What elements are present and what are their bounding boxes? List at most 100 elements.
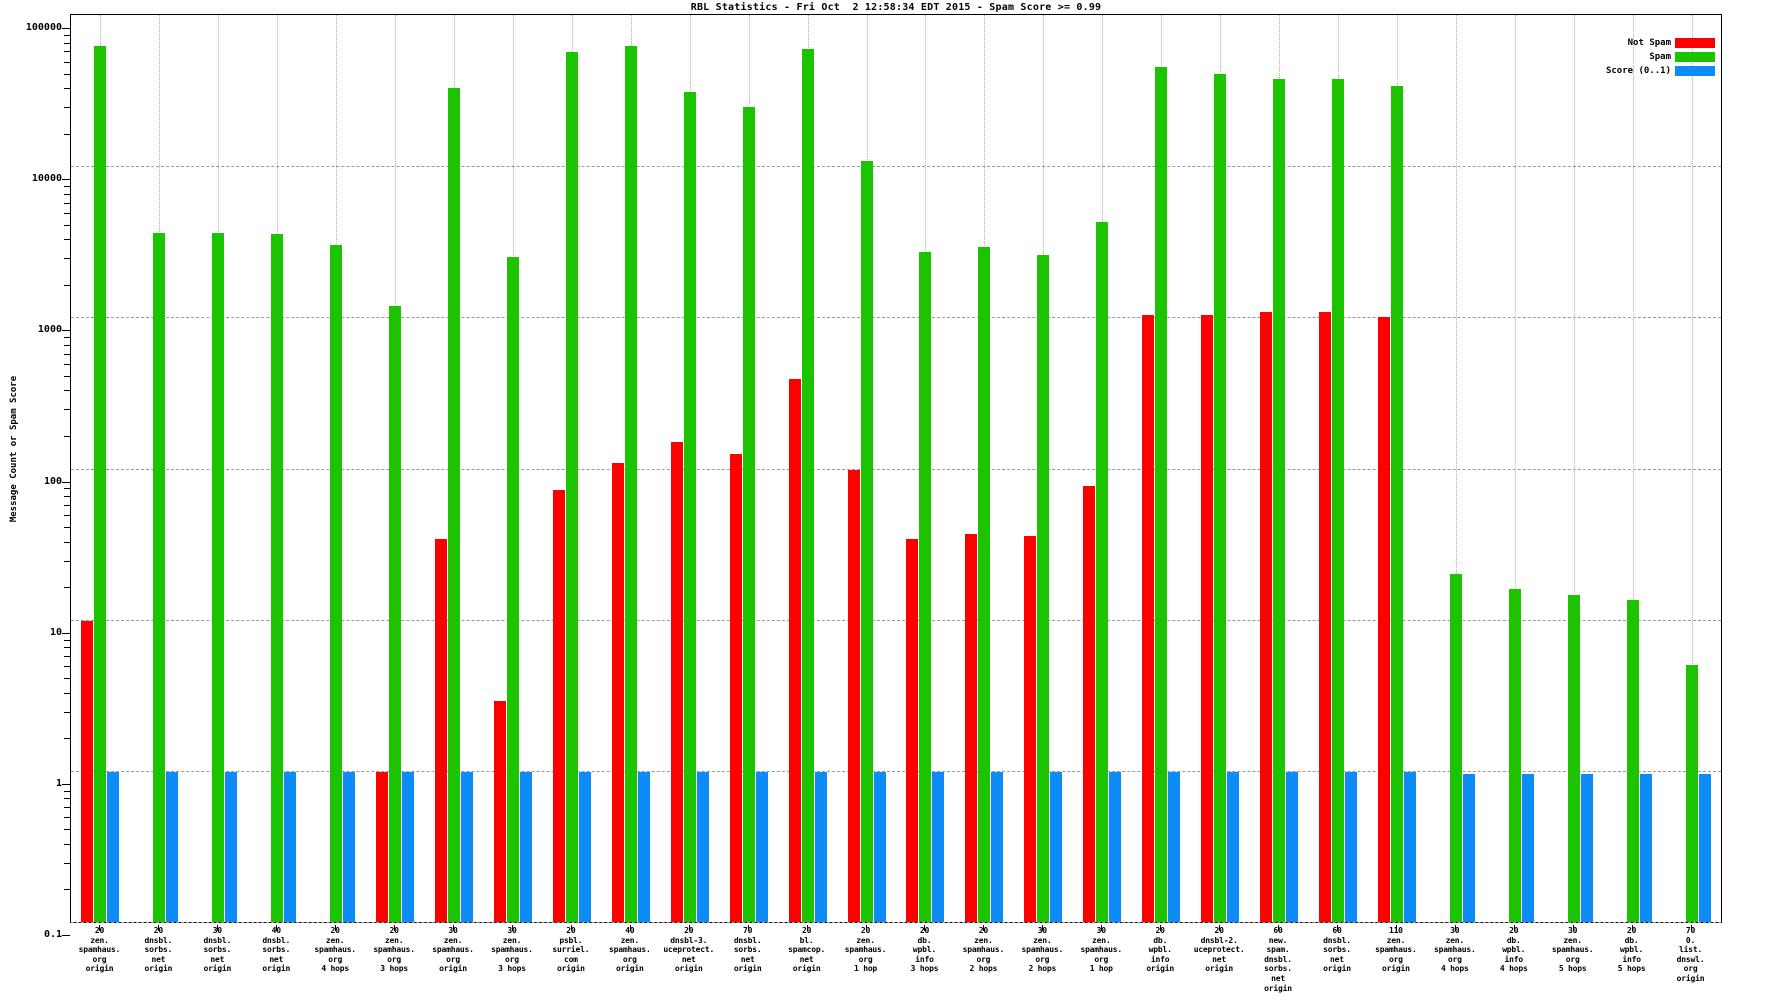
- bar-not-spam: [965, 533, 978, 922]
- bar-group: [140, 15, 179, 922]
- y-tick-label: 10: [49, 626, 62, 638]
- bar-group: [1260, 15, 1299, 922]
- bar-score: [343, 771, 356, 922]
- bar-group: [1142, 15, 1181, 922]
- x-axis-label: 20 db. wpbl. info 5 hops: [1617, 926, 1646, 974]
- x-tick-mark: [983, 925, 985, 931]
- y-tick-mark: [62, 28, 70, 29]
- x-tick-mark: [1631, 925, 1633, 931]
- bar-score: [1050, 771, 1063, 922]
- bar-score: [696, 771, 709, 922]
- y-minor-tick: [64, 409, 70, 411]
- y-axis-label: Message Count or Spam Score: [9, 375, 19, 523]
- y-tick-mark: [62, 783, 70, 785]
- bar-score: [107, 771, 120, 922]
- bar-spam: [683, 91, 696, 922]
- y-minor-tick: [64, 817, 70, 819]
- y-minor-tick: [64, 656, 70, 658]
- bar-spam: [153, 233, 166, 922]
- bar-score: [225, 771, 238, 922]
- x-tick-mark: [453, 925, 455, 931]
- y-minor-tick: [64, 390, 70, 392]
- y-minor-tick: [64, 42, 70, 44]
- bar-spam: [271, 233, 284, 922]
- y-minor-tick: [64, 488, 70, 490]
- y-minor-tick: [64, 862, 70, 864]
- bar-spam: [1273, 78, 1286, 922]
- y-minor-tick: [64, 375, 70, 377]
- bar-group: [1024, 15, 1063, 922]
- y-minor-tick: [64, 51, 70, 53]
- x-axis-label: 20 db. wpbl. info origin: [1146, 926, 1175, 974]
- y-minor-tick: [64, 829, 70, 831]
- bar-not-spam: [611, 463, 624, 922]
- y-tick-label: 100000: [25, 22, 62, 33]
- x-axis-label: 20 dnsbl. sorbs. net origin: [144, 926, 173, 974]
- x-tick-mark: [1572, 925, 1574, 931]
- bar-group: [81, 15, 120, 922]
- bar-not-spam: [906, 539, 919, 922]
- x-axis-label: 30 zen. spamhaus. org origin: [432, 926, 474, 974]
- y-minor-tick: [64, 88, 70, 90]
- bar-spam: [389, 306, 402, 922]
- bar-not-spam: [81, 621, 94, 922]
- bar-spam: [1390, 85, 1403, 922]
- bar-score: [1109, 771, 1122, 922]
- y-minor-tick: [64, 239, 70, 241]
- x-tick-mark: [1160, 925, 1162, 931]
- bar-score: [1639, 774, 1652, 922]
- x-tick-mark: [217, 925, 219, 931]
- y-minor-tick: [64, 692, 70, 694]
- x-axis-label: 20 zen. spamhaus. org 2 hops: [962, 926, 1005, 974]
- legend-swatch: [1675, 51, 1715, 62]
- legend-label: Score (0..1): [1605, 65, 1671, 76]
- bar-score: [1227, 771, 1240, 922]
- bar-spam: [1214, 73, 1227, 922]
- bar-group: [376, 15, 415, 922]
- bar-not-spam: [1024, 535, 1037, 922]
- bar-not-spam: [1318, 311, 1331, 922]
- x-axis-label: 30 dnsbl. sorbs. net origin: [203, 926, 232, 974]
- x-tick-mark: [335, 925, 337, 931]
- y-minor-tick: [64, 284, 70, 286]
- x-axis-label: 20 zen. spamhaus. org 4 hops: [314, 926, 356, 974]
- x-tick-mark: [158, 925, 160, 931]
- y-minor-tick: [64, 435, 70, 437]
- bar-spam: [978, 247, 991, 922]
- x-tick-mark: [688, 925, 690, 931]
- y-minor-tick: [64, 790, 70, 792]
- bar-score: [1580, 774, 1593, 922]
- legend: Not Spam Spam Score (0..1): [1597, 37, 1715, 76]
- y-minor-tick: [64, 224, 70, 226]
- bar-score: [1344, 771, 1357, 922]
- bar-score: [637, 771, 650, 922]
- bar-spam: [742, 107, 755, 922]
- y-minor-tick: [64, 889, 70, 891]
- y-minor-tick: [64, 363, 70, 365]
- bar-spam: [1449, 574, 1462, 922]
- y-minor-tick: [64, 647, 70, 649]
- bar-group: [729, 15, 768, 922]
- bar-not-spam: [670, 441, 683, 922]
- y-axis: Message Count or Spam Score 100000 10000 1…: [0, 14, 70, 940]
- bar-group: [1496, 15, 1534, 922]
- bar-spam: [330, 245, 343, 922]
- x-tick-mark: [394, 925, 396, 931]
- y-minor-tick: [64, 560, 70, 562]
- x-axis-label: 110 zen. spamhaus. org origin: [1375, 926, 1417, 974]
- y-tick-mark: [62, 935, 70, 936]
- bar-spam: [212, 232, 225, 922]
- x-tick-mark: [1278, 925, 1280, 931]
- bar-spam: [448, 87, 461, 922]
- y-minor-tick: [64, 61, 70, 63]
- bar-series-container: [71, 15, 1721, 922]
- y-minor-tick: [64, 798, 70, 800]
- bar-not-spam: [788, 379, 801, 922]
- x-tick-mark: [99, 925, 101, 931]
- bar-spam: [1155, 67, 1168, 922]
- bar-group: [670, 15, 709, 922]
- bar-group: [611, 15, 650, 922]
- x-axis-label: 60 dnsbl. sorbs. net origin: [1323, 926, 1351, 974]
- bar-group: [1673, 15, 1711, 922]
